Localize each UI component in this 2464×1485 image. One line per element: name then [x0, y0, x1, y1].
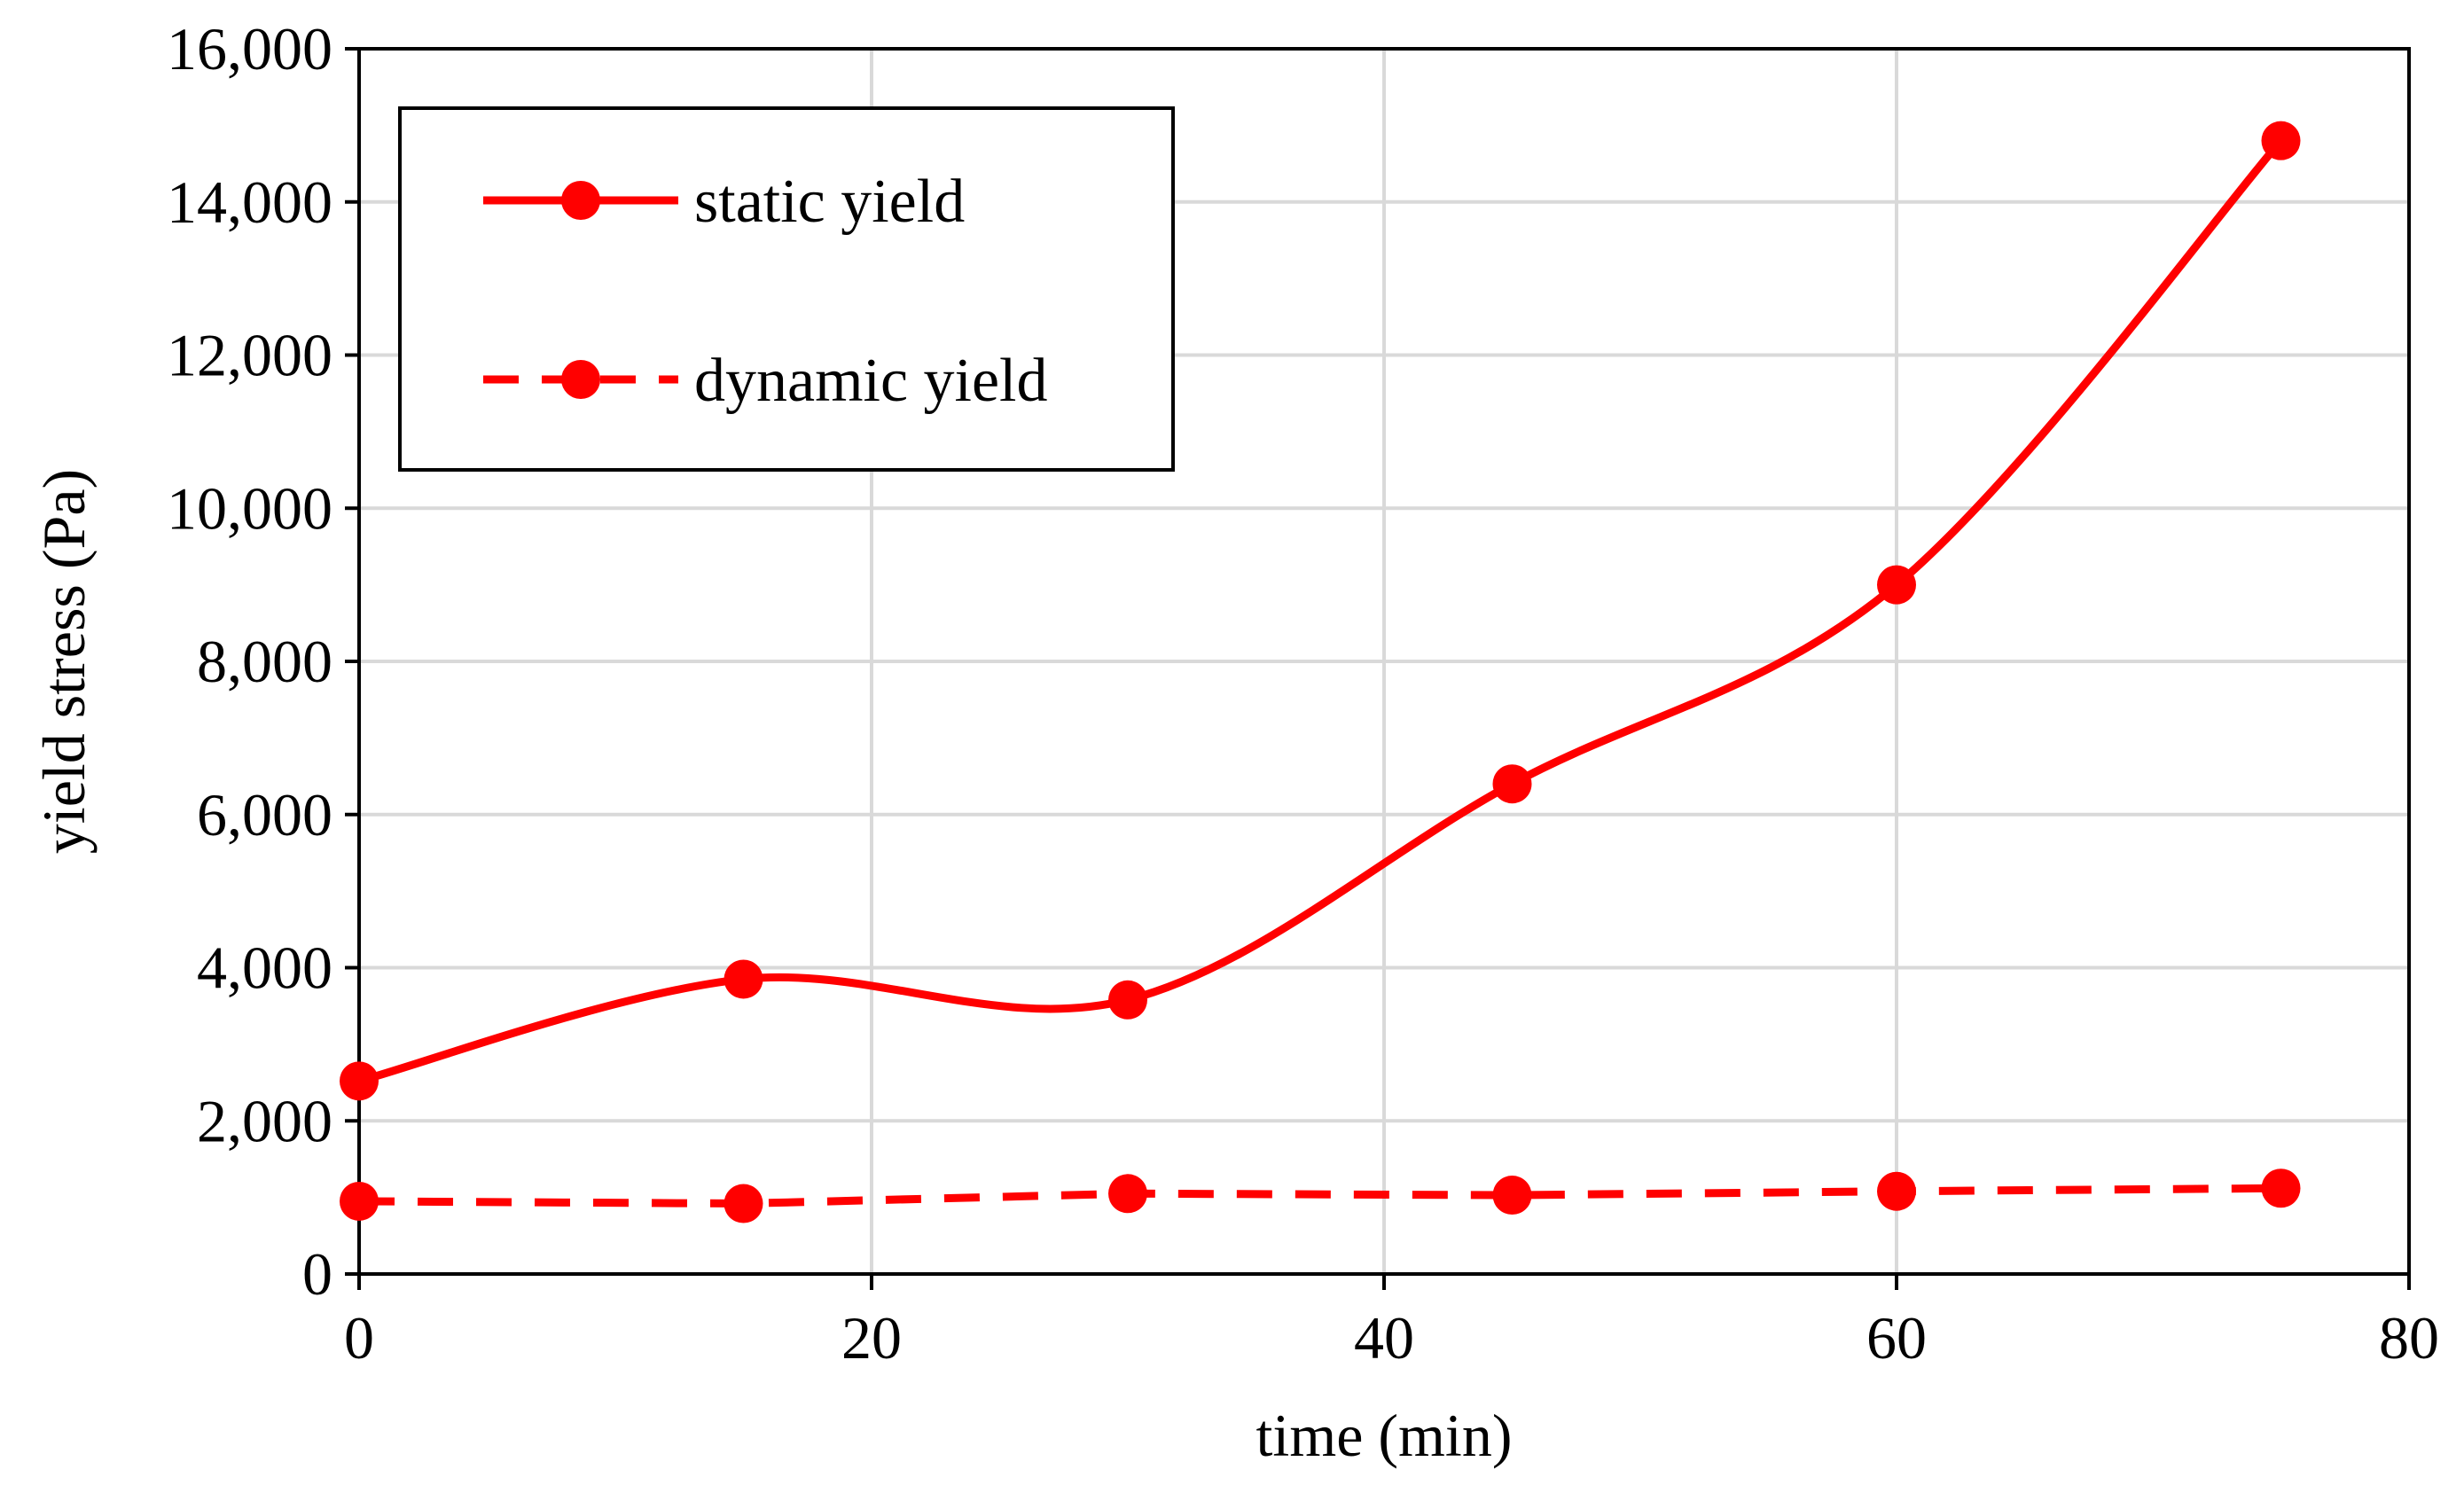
series-line	[358, 1184, 2281, 1208]
y-tick-label: 2,000	[197, 1087, 332, 1154]
legend-label: dynamic yield	[694, 347, 1048, 415]
y-tick-label: 8,000	[197, 628, 332, 695]
data-point	[1492, 764, 1532, 804]
data-point	[340, 1181, 379, 1221]
data-point	[340, 1061, 379, 1101]
x-tick-label: 60	[1866, 1304, 1927, 1372]
data-point	[1492, 1176, 1532, 1215]
x-tick-label: 80	[2379, 1304, 2439, 1372]
data-point	[2261, 1168, 2301, 1208]
data-point	[1108, 1174, 1147, 1214]
x-tick-label: 20	[841, 1304, 902, 1372]
data-point	[1877, 1171, 1916, 1211]
y-tick-label: 16,000	[167, 15, 332, 82]
legend-label: static yield	[694, 168, 965, 236]
data-point	[1877, 565, 1916, 605]
data-point	[724, 1184, 763, 1223]
y-tick-label: 10,000	[167, 474, 332, 542]
x-tick-label: 0	[344, 1304, 374, 1372]
legend-box	[398, 106, 1175, 472]
y-axis-title: yield stress (Pa)	[30, 469, 98, 854]
y-tick-label: 14,000	[167, 168, 332, 236]
x-tick-label: 40	[1354, 1304, 1414, 1372]
legend-marker	[561, 360, 600, 399]
y-tick-label: 0	[302, 1240, 332, 1308]
x-axis-ticks: 0 20 40 60 80	[344, 1274, 2439, 1372]
series-0	[340, 121, 2301, 1101]
data-point	[1108, 980, 1147, 1020]
series-layer	[340, 121, 2301, 1223]
series-1	[340, 1168, 2301, 1223]
y-tick-label: 4,000	[197, 934, 332, 1002]
y-axis-ticks: 0 2,000 4,000 6,000 8,000 10,000 12,000 14,000 1…	[167, 15, 359, 1308]
legend: static yield dynamic yield	[398, 106, 1175, 472]
legend-marker	[561, 181, 600, 220]
x-axis-title: time (min)	[1256, 1402, 1513, 1469]
series-line	[357, 137, 2284, 1085]
y-tick-label: 6,000	[197, 781, 332, 848]
y-tick-label: 12,000	[167, 322, 332, 389]
data-point	[2261, 121, 2301, 160]
data-point	[724, 959, 763, 999]
